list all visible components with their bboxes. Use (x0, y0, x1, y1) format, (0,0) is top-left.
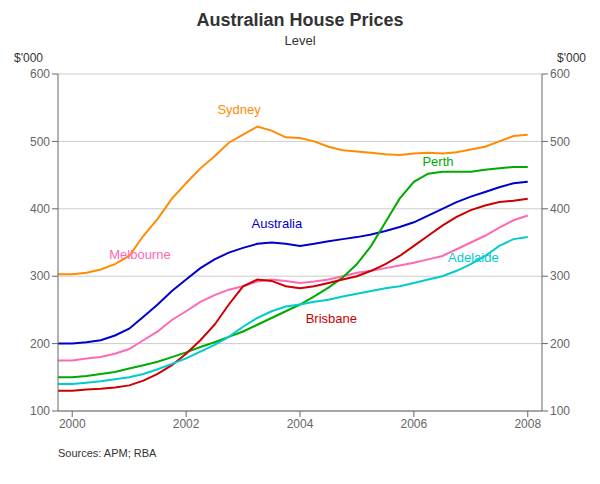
svg-text:400: 400 (550, 202, 570, 216)
html-text:$'000: $'000 (14, 51, 43, 65)
html-text:Sources: APM; RBA: Sources: APM; RBA (58, 447, 157, 459)
svg-text:2000: 2000 (59, 417, 86, 431)
svg-text:2006: 2006 (401, 417, 428, 431)
svg-text:Melbourne: Melbourne (109, 247, 170, 262)
svg-text:Australia: Australia (252, 216, 303, 231)
svg-text:2002: 2002 (173, 417, 200, 431)
svg-text:400: 400 (30, 202, 50, 216)
svg-text:2008: 2008 (514, 417, 541, 431)
svg-text:2004: 2004 (287, 417, 314, 431)
svg-text:200: 200 (30, 337, 50, 351)
svg-text:500: 500 (550, 135, 570, 149)
svg-text:Adelaide: Adelaide (448, 250, 499, 265)
svg-text:300: 300 (550, 269, 570, 283)
svg-text:500: 500 (30, 135, 50, 149)
svg-text:100: 100 (30, 404, 50, 418)
html-text:Level: Level (284, 33, 316, 48)
svg-text:600: 600 (30, 67, 50, 81)
svg-text:200: 200 (550, 337, 570, 351)
svg-text:Perth: Perth (422, 154, 453, 169)
svg-text:Brisbane: Brisbane (306, 311, 357, 326)
html-text:$'000: $'000 (557, 51, 586, 65)
svg-text:100: 100 (550, 404, 570, 418)
svg-text:Sydney: Sydney (217, 102, 261, 117)
svg-text:600: 600 (550, 67, 570, 81)
html-text:Australian House Prices: Australian House Prices (196, 10, 404, 30)
svg-text:300: 300 (30, 269, 50, 283)
